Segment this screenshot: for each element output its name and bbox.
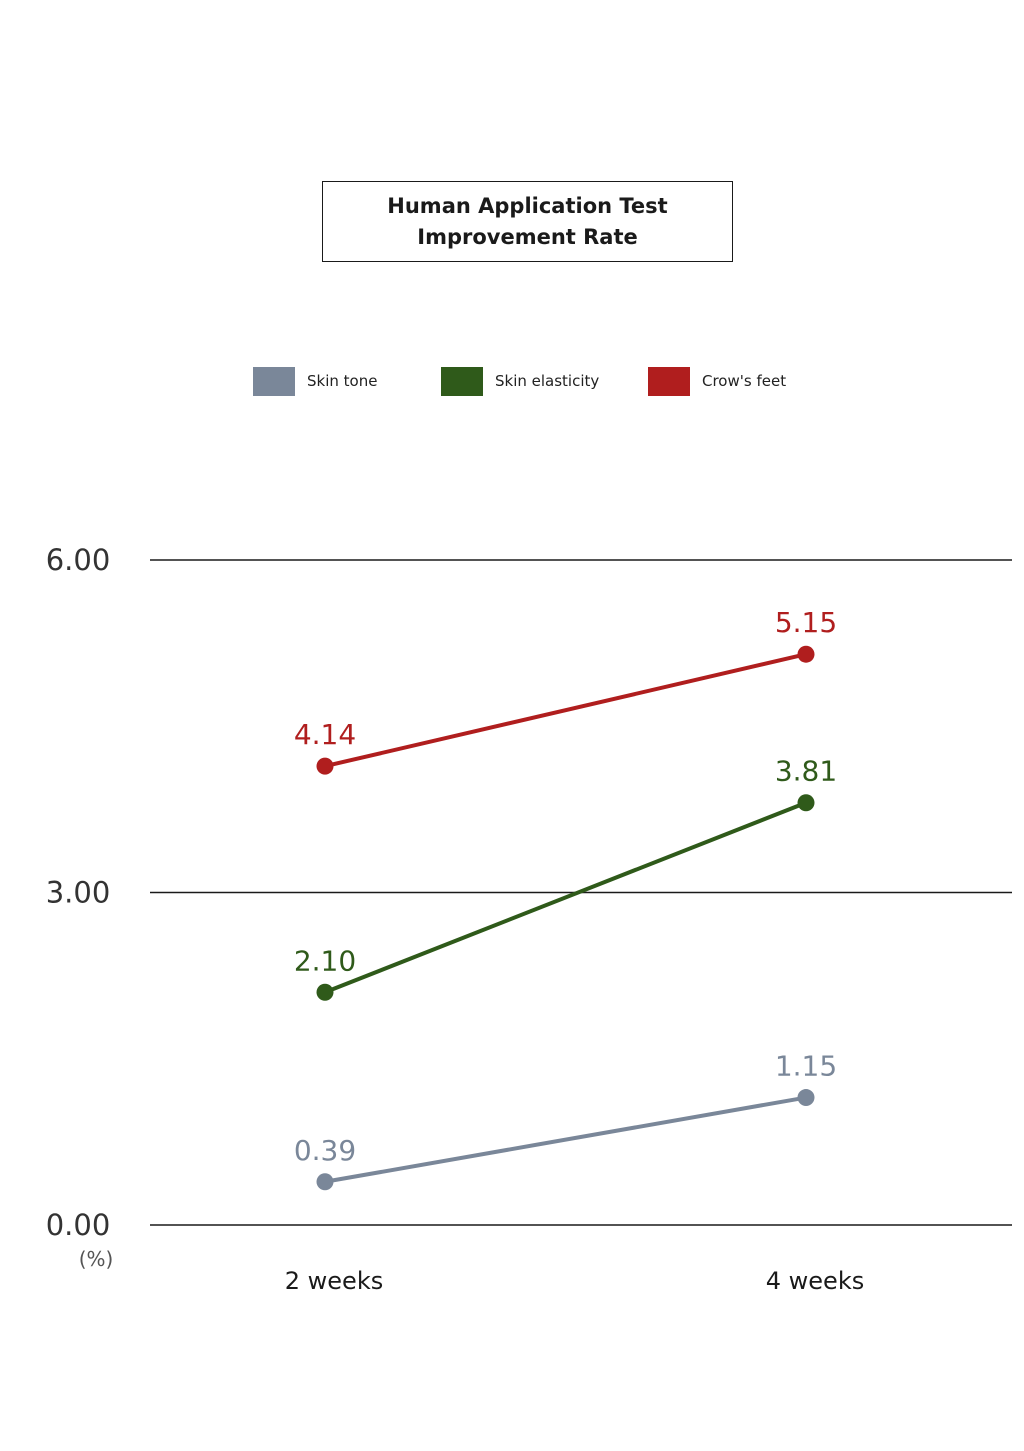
legend-item-skin-elasticity: Skin elasticity — [441, 366, 599, 396]
x-tick-label-4-weeks: 4 weeks — [766, 1267, 864, 1295]
chart-title-line-2: Improvement Rate — [417, 224, 638, 249]
y-tick-label: 6.00 — [46, 543, 111, 577]
data-label-crow-s-feet: 5.15 — [775, 606, 837, 639]
chart-title-line-1: Human Application Test — [387, 193, 668, 218]
series-group: 0.39 1.15 2.10 3.81 4.14 5.15 — [294, 606, 837, 1191]
y-axis-unit: (%) — [79, 1247, 114, 1271]
data-point-crow-s-feet — [797, 645, 815, 663]
data-point-skin-elasticity — [316, 983, 334, 1001]
chart-title-box: Human Application Test Improvement Rate — [322, 181, 733, 262]
series-line-skin-tone — [323, 1095, 808, 1184]
legend-item-skin-tone: Skin tone — [253, 366, 377, 396]
data-label-skin-elasticity: 3.81 — [775, 755, 837, 788]
legend-item-crows-feet: Crow's feet — [648, 366, 786, 396]
data-label-crow-s-feet: 4.14 — [294, 718, 356, 751]
series-skin-tone: 0.39 1.15 — [294, 1050, 837, 1191]
legend-swatch-skin-elasticity — [441, 366, 483, 396]
data-label-skin-tone: 0.39 — [294, 1134, 356, 1167]
legend-label-skin-tone: Skin tone — [307, 372, 378, 390]
data-point-crow-s-feet — [316, 757, 334, 775]
y-axis-ticks: 0.00 3.00 6.00 — [46, 543, 111, 1242]
series-skin-elasticity: 2.10 3.81 — [294, 755, 837, 1001]
y-tick-label: 3.00 — [46, 876, 111, 910]
x-axis-ticks: 2 weeks 4 weeks — [285, 1267, 864, 1295]
legend-swatch-skin-tone — [253, 366, 295, 396]
series-line-skin-elasticity — [323, 800, 808, 995]
data-label-skin-tone: 1.15 — [775, 1050, 837, 1083]
legend-label-skin-elasticity: Skin elasticity — [495, 372, 600, 390]
legend-swatch-crows-feet — [648, 366, 690, 396]
series-line-crow-s-feet — [323, 652, 808, 769]
data-label-skin-elasticity: 2.10 — [294, 944, 356, 977]
data-point-skin-tone — [316, 1173, 334, 1191]
y-tick-label: 0.00 — [46, 1208, 111, 1242]
data-point-skin-tone — [797, 1089, 815, 1107]
legend-label-crows-feet: Crow's feet — [702, 372, 787, 390]
series-crow-s-feet: 4.14 5.15 — [294, 606, 837, 775]
x-tick-label-2-weeks: 2 weeks — [285, 1267, 383, 1295]
data-point-skin-elasticity — [797, 794, 815, 812]
